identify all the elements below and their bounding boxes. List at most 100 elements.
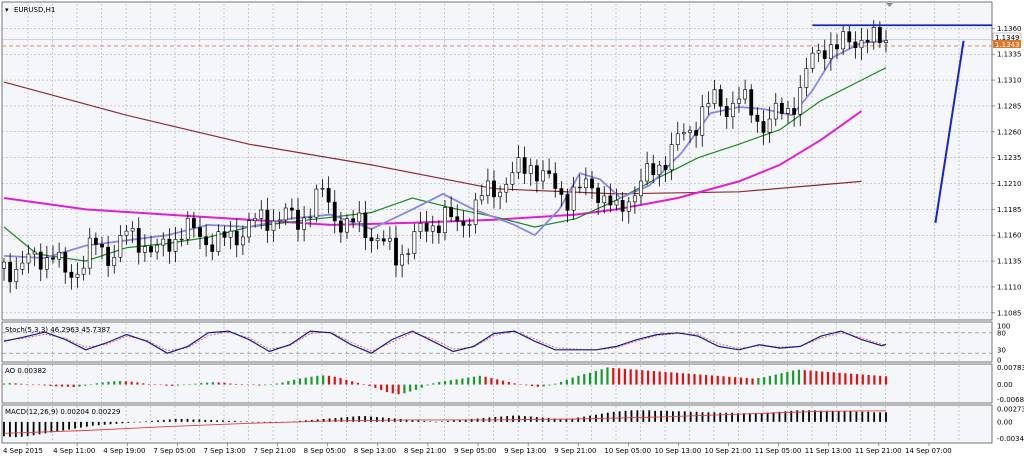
ao-bar bbox=[188, 384, 191, 385]
candle-body bbox=[859, 40, 864, 49]
candle-body bbox=[369, 237, 374, 242]
macd-bar bbox=[808, 410, 810, 422]
ao-bar bbox=[745, 378, 748, 385]
candle-body bbox=[749, 89, 754, 116]
time-tick-label: 8 Sep 13:00 bbox=[354, 447, 396, 455]
candle-body bbox=[240, 236, 245, 246]
ao-bar bbox=[455, 379, 458, 385]
macd-bar bbox=[186, 418, 189, 422]
price-tick-label: 1.1310 bbox=[997, 77, 1022, 85]
ao-bar bbox=[240, 384, 244, 385]
candle-body bbox=[204, 236, 209, 246]
time-tick-label: 4 Sep 19:00 bbox=[103, 447, 145, 455]
macd-bar bbox=[364, 416, 366, 422]
time-tick-label: 10 Sep 05:00 bbox=[604, 447, 651, 455]
candle-body bbox=[338, 220, 343, 233]
ao-bar bbox=[768, 375, 772, 385]
ao-bar bbox=[176, 384, 180, 386]
ao-bar bbox=[136, 382, 139, 385]
ao-bar bbox=[606, 367, 609, 385]
trendline[interactable] bbox=[934, 40, 965, 223]
ma-slow-line bbox=[3, 81, 862, 195]
ao-bar bbox=[676, 372, 679, 385]
stoch-panel-frame bbox=[1, 321, 993, 363]
macd-bar bbox=[405, 419, 408, 422]
candle-body bbox=[381, 238, 386, 242]
candle-body bbox=[357, 212, 362, 223]
candle-body bbox=[210, 244, 215, 252]
macd-bar bbox=[825, 410, 828, 422]
ao-bar bbox=[171, 384, 174, 386]
macd-bar bbox=[683, 411, 686, 422]
time-tick-label: 7 Sep 21:00 bbox=[254, 447, 296, 455]
candle-body bbox=[234, 230, 239, 246]
ao-bar bbox=[507, 381, 510, 385]
candle-body bbox=[522, 157, 527, 174]
macd-bar bbox=[263, 421, 266, 423]
candle-body bbox=[645, 163, 650, 182]
macd-bar bbox=[512, 415, 514, 422]
macd-bar bbox=[109, 421, 112, 425]
macd-bar bbox=[778, 411, 781, 422]
macd-bar bbox=[612, 411, 615, 422]
candle-body bbox=[265, 209, 270, 231]
ao-bar bbox=[194, 383, 197, 385]
macd-bar bbox=[222, 420, 224, 422]
macd-bar bbox=[879, 412, 881, 422]
time-tick-label: 10 Sep 13:00 bbox=[654, 447, 701, 455]
ao-bar bbox=[710, 375, 714, 385]
ao-bar bbox=[409, 384, 412, 392]
macd-bar bbox=[743, 413, 745, 422]
candle-body bbox=[75, 273, 80, 278]
ao-bar bbox=[832, 372, 835, 385]
candle-body bbox=[608, 195, 613, 206]
macd-bar bbox=[435, 421, 438, 423]
candle-body bbox=[118, 235, 123, 258]
macd-bar bbox=[417, 420, 420, 422]
candle-body bbox=[847, 31, 852, 43]
candle-body bbox=[694, 130, 699, 136]
macd-bar bbox=[14, 421, 17, 438]
macd-bar bbox=[322, 418, 325, 422]
candle-body bbox=[455, 216, 460, 222]
ao-bar bbox=[118, 381, 122, 385]
ao-bar bbox=[66, 384, 69, 387]
ao-bar bbox=[867, 374, 870, 385]
macd-tick-label: 0.00 bbox=[997, 418, 1013, 426]
ao-bar bbox=[269, 384, 273, 385]
candle-body bbox=[26, 253, 31, 264]
time-tick-label: 8 Sep 05:00 bbox=[304, 447, 346, 455]
candle-body bbox=[461, 221, 466, 226]
ao-bar bbox=[600, 369, 603, 385]
ao-bar bbox=[362, 384, 365, 385]
candle-body bbox=[485, 180, 490, 196]
ao-bar bbox=[264, 384, 267, 386]
macd-bar bbox=[559, 418, 562, 422]
ao-bar bbox=[844, 373, 847, 385]
macd-bar bbox=[464, 419, 467, 422]
price-tick-label: 1.1135 bbox=[997, 258, 1022, 266]
macd-label: MACD(12,26,9) 0.00204 0.00229 bbox=[5, 408, 121, 416]
time-tick-label: 4 Sep 2015 bbox=[3, 447, 43, 455]
candle-body bbox=[222, 231, 227, 238]
macd-bar bbox=[56, 421, 59, 432]
macd-bar bbox=[103, 421, 106, 425]
chart-shift-marker-icon[interactable] bbox=[886, 3, 893, 7]
ao-bar bbox=[629, 369, 632, 385]
macd-bar bbox=[26, 421, 29, 437]
candle-body bbox=[20, 262, 25, 270]
ao-bar bbox=[513, 383, 516, 385]
macd-bar bbox=[772, 412, 775, 422]
macd-bar bbox=[38, 421, 41, 435]
macd-bar bbox=[506, 416, 509, 422]
price-axis: 1.1360 1.1335 1.1310 1.1285 1.1260 1.1235 1.12… bbox=[992, 25, 1022, 317]
macd-bar bbox=[689, 411, 692, 422]
macd-bar bbox=[458, 419, 461, 422]
macd-bar bbox=[310, 419, 313, 422]
ao-bar bbox=[258, 384, 261, 386]
candle-body bbox=[363, 212, 368, 239]
macd-bar bbox=[68, 421, 71, 430]
stoch-label: Stoch(5,3,3) 46.2963 45.7387 bbox=[5, 326, 110, 334]
ao-bar bbox=[217, 382, 220, 385]
